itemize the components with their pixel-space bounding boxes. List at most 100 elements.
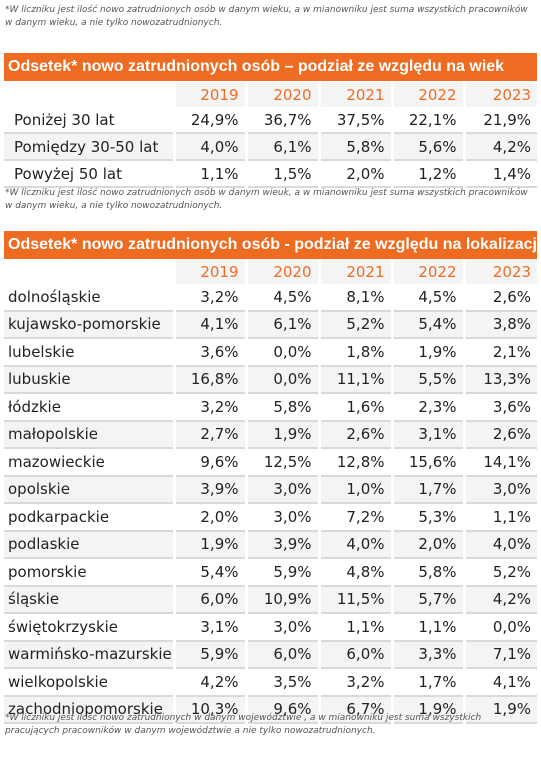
year-header: 2021 bbox=[317, 82, 392, 107]
row-label: Pomiędzy 30-50 lat bbox=[4, 133, 174, 161]
value-cell: 3,2% bbox=[172, 393, 246, 422]
region-table-title: Odsetek* nowo zatrudnionych osób - podzi… bbox=[4, 231, 537, 259]
value-cell: 4,1% bbox=[172, 310, 246, 339]
header-blank bbox=[4, 82, 174, 107]
value-cell: 3,6% bbox=[172, 338, 246, 367]
year-header: 2019 bbox=[172, 259, 246, 284]
value-cell: 4,2% bbox=[462, 585, 537, 614]
value-cell: 1,6% bbox=[317, 393, 392, 422]
region-table: 2019 2020 2021 2022 2023 dolnośląskie 3,2… bbox=[4, 259, 537, 724]
table-row: zachodniopomorskie 10,3% 9,6% 6,7% 1,9% 1,9% bbox=[4, 695, 537, 724]
value-cell: 22,1% bbox=[390, 107, 464, 134]
value-cell: 1,5% bbox=[244, 160, 319, 188]
table-row: Poniżej 30 lat 24,9% 36,7% 37,5% 22,1% 21,9% bbox=[4, 107, 537, 134]
value-cell: 15,6% bbox=[390, 448, 464, 477]
value-cell: 2,6% bbox=[317, 420, 392, 449]
value-cell: 5,2% bbox=[462, 558, 537, 587]
row-label: wielkopolskie bbox=[4, 668, 174, 697]
value-cell: 16,8% bbox=[172, 365, 246, 394]
value-cell: 3,0% bbox=[244, 503, 319, 532]
year-header: 2020 bbox=[244, 259, 319, 284]
value-cell: 6,1% bbox=[244, 133, 319, 161]
value-cell: 4,5% bbox=[390, 284, 464, 312]
table-row: opolskie 3,9% 3,0% 1,0% 1,7% 3,0% bbox=[4, 475, 537, 504]
value-cell: 1,1% bbox=[317, 613, 392, 642]
value-cell: 6,0% bbox=[244, 640, 319, 669]
value-cell: 4,8% bbox=[317, 558, 392, 587]
value-cell: 4,5% bbox=[244, 284, 319, 312]
value-cell: 1,9% bbox=[244, 420, 319, 449]
table-row: łódzkie 3,2% 5,8% 1,6% 2,3% 3,6% bbox=[4, 393, 537, 422]
value-cell: 5,6% bbox=[390, 133, 464, 161]
value-cell: 3,5% bbox=[244, 668, 319, 697]
row-label: śląskie bbox=[4, 585, 174, 614]
table-row: warmińsko-mazurskie 5,9% 6,0% 6,0% 3,3% 7,1% bbox=[4, 640, 537, 669]
value-cell: 11,5% bbox=[317, 585, 392, 614]
value-cell: 3,8% bbox=[462, 310, 537, 339]
value-cell: 5,8% bbox=[390, 558, 464, 587]
value-cell: 3,0% bbox=[244, 475, 319, 504]
value-cell: 8,1% bbox=[317, 284, 392, 312]
value-cell: 4,2% bbox=[462, 133, 537, 161]
value-cell: 2,0% bbox=[317, 160, 392, 188]
value-cell: 5,7% bbox=[390, 585, 464, 614]
row-label: lubuskie bbox=[4, 365, 174, 394]
value-cell: 21,9% bbox=[462, 107, 537, 134]
value-cell: 2,7% bbox=[172, 420, 246, 449]
value-cell: 5,2% bbox=[317, 310, 392, 339]
value-cell: 2,1% bbox=[462, 338, 537, 367]
value-cell: 0,0% bbox=[244, 338, 319, 367]
year-header: 2022 bbox=[390, 82, 464, 107]
value-cell: 0,0% bbox=[244, 365, 319, 394]
value-cell: 3,3% bbox=[390, 640, 464, 669]
value-cell: 4,0% bbox=[172, 133, 246, 161]
value-cell: 5,3% bbox=[390, 503, 464, 532]
row-label: Powyżej 50 lat bbox=[4, 160, 174, 188]
age-table-title: Odsetek* nowo zatrudnionych osób – podzi… bbox=[4, 53, 537, 81]
value-cell: 5,5% bbox=[390, 365, 464, 394]
table-row: świętokrzyskie 3,1% 3,0% 1,1% 1,1% 0,0% bbox=[4, 613, 537, 642]
value-cell: 1,4% bbox=[462, 160, 537, 188]
value-cell: 11,1% bbox=[317, 365, 392, 394]
year-header: 2020 bbox=[244, 82, 319, 107]
table-row: mazowieckie 9,6% 12,5% 12,8% 15,6% 14,1% bbox=[4, 448, 537, 477]
row-label: podkarpackie bbox=[4, 503, 174, 532]
value-cell: 5,9% bbox=[172, 640, 246, 669]
row-label: lubelskie bbox=[4, 338, 174, 367]
value-cell: 4,0% bbox=[317, 530, 392, 559]
value-cell: 1,9% bbox=[462, 695, 537, 724]
row-label: Poniżej 30 lat bbox=[4, 107, 174, 134]
row-label: podlaskie bbox=[4, 530, 174, 559]
value-cell: 6,7% bbox=[317, 695, 392, 724]
value-cell: 1,1% bbox=[390, 613, 464, 642]
value-cell: 3,1% bbox=[172, 613, 246, 642]
table-row: pomorskie 5,4% 5,9% 4,8% 5,8% 5,2% bbox=[4, 558, 537, 587]
value-cell: 4,0% bbox=[462, 530, 537, 559]
value-cell: 1,0% bbox=[317, 475, 392, 504]
value-cell: 3,9% bbox=[172, 475, 246, 504]
value-cell: 2,6% bbox=[462, 420, 537, 449]
value-cell: 1,9% bbox=[390, 338, 464, 367]
value-cell: 2,0% bbox=[390, 530, 464, 559]
value-cell: 6,0% bbox=[172, 585, 246, 614]
value-cell: 1,7% bbox=[390, 475, 464, 504]
value-cell: 2,3% bbox=[390, 393, 464, 422]
row-label: łódzkie bbox=[4, 393, 174, 422]
top-footnote: *W liczniku jest ilość nowo zatrudnionyc… bbox=[5, 5, 528, 28]
value-cell: 3,2% bbox=[172, 284, 246, 312]
value-cell: 4,2% bbox=[172, 668, 246, 697]
value-cell: 0,0% bbox=[462, 613, 537, 642]
table-row: małopolskie 2,7% 1,9% 2,6% 3,1% 2,6% bbox=[4, 420, 537, 449]
value-cell: 6,0% bbox=[317, 640, 392, 669]
value-cell: 5,4% bbox=[390, 310, 464, 339]
table-row: lubuskie 16,8% 0,0% 11,1% 5,5% 13,3% bbox=[4, 365, 537, 394]
value-cell: 5,4% bbox=[172, 558, 246, 587]
table-row: kujawsko-pomorskie 4,1% 6,1% 5,2% 5,4% 3,8% bbox=[4, 310, 537, 339]
value-cell: 4,1% bbox=[462, 668, 537, 697]
row-label: świętokrzyskie bbox=[4, 613, 174, 642]
value-cell: 37,5% bbox=[317, 107, 392, 134]
row-label: dolnośląskie bbox=[4, 284, 174, 312]
value-cell: 7,1% bbox=[462, 640, 537, 669]
value-cell: 3,2% bbox=[317, 668, 392, 697]
